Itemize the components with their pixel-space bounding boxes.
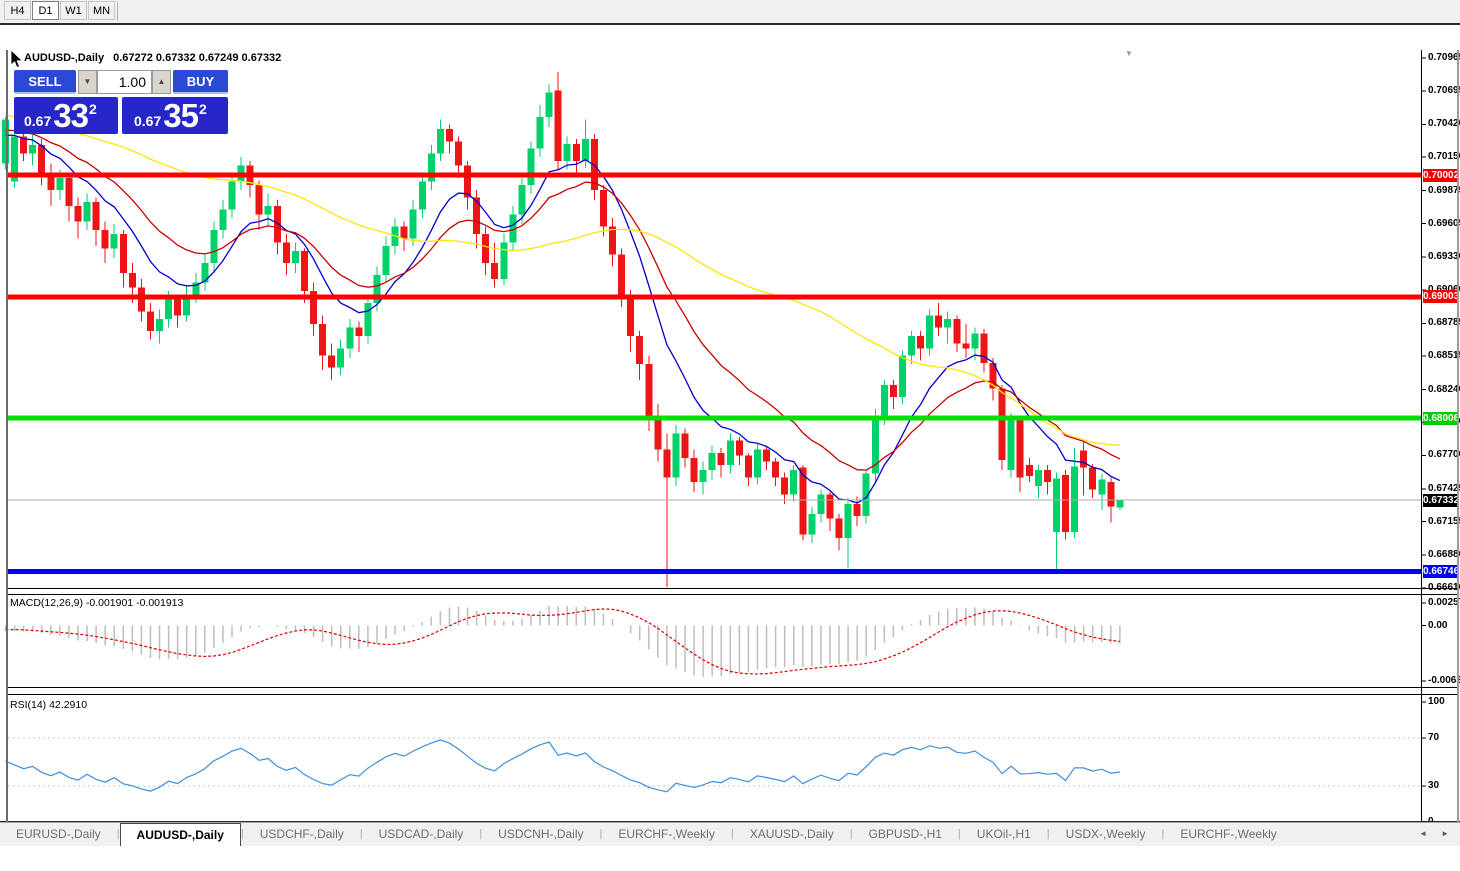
price-level-badge: 0.68006	[1423, 412, 1458, 425]
price-axis-border	[1421, 50, 1422, 843]
price-level-badge: 0.66746	[1423, 565, 1458, 578]
timeframe-button-w1[interactable]: W1	[60, 1, 87, 20]
chart-tab-audusd-daily[interactable]: AUDUSD-,Daily	[120, 823, 241, 846]
chart-tab-xauusd-daily[interactable]: XAUUSD-,Daily	[734, 823, 850, 846]
rsi-panel[interactable]	[8, 695, 1421, 824]
rsi-axis-label: 100	[1428, 696, 1445, 708]
chart-tab-usdcnh-daily[interactable]: USDCNH-,Daily	[482, 823, 599, 846]
price-axis-label: 0.67155	[1428, 516, 1460, 528]
macd-panel[interactable]	[8, 595, 1421, 687]
toolbar-separator	[117, 1, 118, 21]
tab-scroll-buttons: ◄►	[1412, 823, 1456, 845]
chart-tab-usdcad-daily[interactable]: USDCAD-,Daily	[363, 823, 480, 846]
tab-scroll-left-icon[interactable]: ◄	[1412, 829, 1434, 838]
macd-axis-label: -0.006326	[1428, 675, 1460, 687]
chart-tab-eurchf-weekly[interactable]: EURCHF-,Weekly	[1164, 823, 1292, 846]
price-level-badge: 0.67332	[1423, 494, 1458, 507]
chart-tab-ukoil-h1[interactable]: UKOil-,H1	[961, 823, 1047, 846]
chart-tab-usdchf-daily[interactable]: USDCHF-,Daily	[244, 823, 360, 846]
price-level-badge: 0.70002	[1423, 169, 1458, 182]
chart-tab-eurchf-weekly[interactable]: EURCHF-,Weekly	[602, 823, 730, 846]
price-axis-label: 0.68785	[1428, 317, 1460, 329]
chart-tab-usdx-weekly[interactable]: USDX-,Weekly	[1050, 823, 1162, 846]
macd-axis-label: 0.002574	[1428, 597, 1460, 609]
tab-scroll-right-icon[interactable]: ►	[1434, 829, 1456, 838]
chart-tab-gbpusd-h1[interactable]: GBPUSD-,H1	[853, 823, 958, 846]
main-chart-plot-area[interactable]	[8, 53, 1421, 587]
chart-tab-bar: EURUSD-,Daily|AUDUSD-,Daily|USDCHF-,Dail…	[0, 822, 1460, 846]
price-level-badge: 0.69003	[1423, 290, 1458, 303]
chart-tab-eurusd-daily[interactable]: EURUSD-,Daily	[0, 823, 117, 846]
rsi-axis-label: 70	[1428, 732, 1439, 744]
timeframe-button-mn[interactable]: MN	[88, 1, 115, 20]
price-axis-label: 0.70695	[1428, 85, 1460, 97]
price-axis-label: 0.69605	[1428, 218, 1460, 230]
timeframe-button-h4[interactable]: H4	[4, 1, 31, 20]
price-axis-label: 0.70965	[1428, 52, 1460, 64]
price-axis-label: 0.68515	[1428, 350, 1460, 362]
price-axis-label: 0.69875	[1428, 185, 1460, 197]
rsi-axis-label: 30	[1428, 780, 1439, 792]
chart-tabs: EURUSD-,Daily|AUDUSD-,Daily|USDCHF-,Dail…	[0, 823, 1293, 846]
window-border-right	[1457, 50, 1459, 845]
rsi-panel-splitter[interactable]	[6, 688, 1458, 695]
timeframe-button-d1[interactable]: D1	[32, 1, 59, 20]
macd-axis-label: 0.00	[1428, 620, 1447, 632]
